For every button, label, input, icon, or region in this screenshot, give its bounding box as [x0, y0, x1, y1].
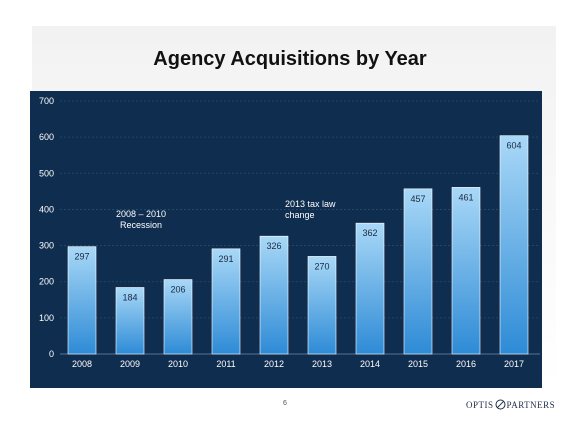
bar-value-label: 270	[314, 261, 329, 271]
bar-value-label: 604	[506, 141, 521, 151]
y-tick-label: 0	[49, 349, 54, 359]
logo-slash-circle-icon	[495, 399, 506, 410]
bar-value-label: 362	[362, 228, 377, 238]
bar	[67, 246, 97, 355]
bar	[163, 279, 193, 355]
y-tick-label: 700	[39, 96, 54, 106]
bar	[259, 235, 289, 355]
annotation-text: Recession	[120, 220, 162, 230]
bar	[115, 287, 145, 355]
logo-text-left: OPTIS	[466, 399, 494, 410]
y-tick-label: 400	[39, 204, 54, 214]
x-tick-label: 2015	[408, 359, 428, 369]
x-tick-label: 2013	[312, 359, 332, 369]
bar-value-label: 461	[458, 192, 473, 202]
bar-value-label: 326	[266, 241, 281, 251]
x-tick-label: 2008	[72, 359, 92, 369]
y-tick-label: 100	[39, 313, 54, 323]
y-tick-label: 500	[39, 168, 54, 178]
annotation-text: change	[285, 210, 315, 220]
annotation-text: 2013 tax law	[285, 199, 336, 209]
y-tick-label: 200	[39, 277, 54, 287]
x-tick-label: 2017	[504, 359, 524, 369]
bar	[403, 188, 433, 355]
bar-value-label: 291	[218, 254, 233, 264]
bar	[307, 256, 337, 355]
x-tick-label: 2014	[360, 359, 380, 369]
x-tick-label: 2010	[168, 359, 188, 369]
x-tick-label: 2011	[216, 359, 235, 369]
bar-value-label: 206	[170, 285, 185, 295]
bar	[499, 135, 529, 355]
bar-value-label: 457	[410, 194, 425, 204]
x-tick-label: 2009	[120, 359, 140, 369]
bar	[451, 187, 481, 355]
y-tick-label: 600	[39, 132, 54, 142]
bar	[211, 248, 241, 355]
annotation-text: 2008 – 2010	[116, 209, 166, 219]
page-number: 6	[283, 400, 287, 407]
bar	[355, 222, 385, 355]
x-tick-label: 2016	[456, 359, 476, 369]
logo-text-right: PARTNERS	[506, 399, 556, 410]
bar-value-label: 297	[74, 252, 89, 262]
bar-value-label: 184	[122, 292, 137, 302]
company-logo: OPTIS PARTNERS	[466, 399, 555, 410]
x-tick-label: 2012	[264, 359, 284, 369]
y-tick-label: 300	[39, 241, 54, 251]
chart-title: Agency Acquisitions by Year	[153, 48, 427, 70]
